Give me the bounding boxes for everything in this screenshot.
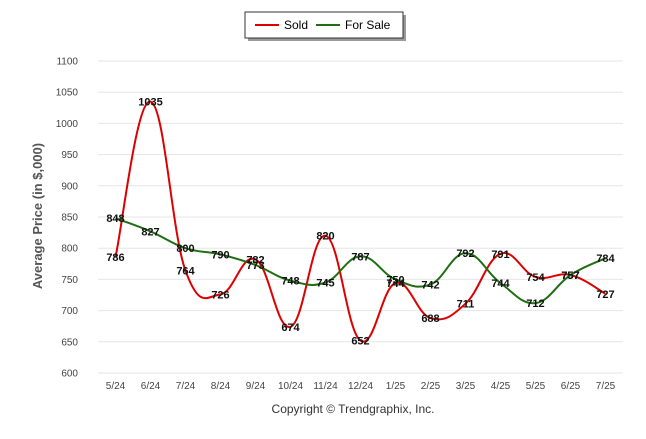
series-line-for-sale	[115, 217, 606, 305]
y-tick-label: 750	[61, 275, 78, 286]
x-tick-label: 1/25	[386, 381, 406, 392]
data-label-sold: 764	[176, 266, 195, 278]
data-label-for-sale: 827	[141, 226, 159, 238]
x-tick-label: 6/25	[561, 381, 581, 392]
x-tick-label: 12/24	[348, 381, 373, 392]
x-tick-label: 9/24	[246, 381, 266, 392]
data-label-sold: 820	[316, 231, 334, 243]
data-label-for-sale: 712	[526, 298, 544, 310]
data-label-for-sale: 787	[351, 251, 369, 263]
copyright-footer: Copyright © Trendgraphix, Inc.	[272, 402, 435, 416]
x-tick-label: 5/24	[106, 381, 126, 392]
data-label-for-sale: 745	[316, 278, 334, 290]
data-label-for-sale: 800	[176, 243, 194, 255]
data-label-for-sale: 773	[246, 260, 264, 272]
y-tick-label: 900	[61, 181, 78, 192]
data-label-sold: 727	[596, 289, 614, 301]
data-label-for-sale: 744	[491, 278, 510, 290]
data-label-sold: 652	[351, 336, 369, 348]
x-tick-label: 10/24	[278, 381, 303, 392]
data-label-sold: 726	[211, 289, 229, 301]
y-axis-title: Average Price (in $,000)	[30, 143, 45, 289]
x-tick-label: 4/25	[491, 381, 511, 392]
series-lines	[114, 100, 606, 343]
data-label-sold: 757	[561, 270, 579, 282]
y-tick-label: 1050	[56, 88, 79, 99]
data-label-for-sale: 742	[421, 279, 439, 291]
data-label-sold: 744	[386, 278, 405, 290]
y-tick-label: 700	[61, 306, 78, 317]
y-tick-label: 1100	[56, 57, 78, 68]
legend-label-for-sale: For Sale	[345, 18, 391, 32]
data-labels: 786 1035 764 726 782 674 820 652 744 688 711 791 754…	[106, 97, 615, 348]
data-label-for-sale: 792	[456, 248, 474, 260]
series-line-sold	[114, 100, 606, 343]
y-tick-label: 850	[61, 213, 78, 224]
data-label-sold: 1035	[138, 97, 162, 109]
data-label-sold: 791	[491, 249, 509, 261]
x-tick-label: 3/25	[456, 381, 476, 392]
x-tick-label: 6/24	[141, 381, 161, 392]
data-label-for-sale: 748	[281, 276, 299, 288]
x-tick-label: 8/24	[211, 381, 231, 392]
x-tick-label: 7/25	[596, 381, 616, 392]
y-tick-label: 1000	[56, 119, 79, 130]
legend: Sold For Sale	[244, 11, 406, 41]
y-tick-label: 650	[61, 337, 78, 348]
data-label-sold: 754	[526, 272, 545, 284]
data-label-sold: 688	[421, 313, 439, 325]
x-tick-label: 5/25	[526, 381, 546, 392]
data-label-sold: 674	[281, 322, 300, 334]
legend-label-sold: Sold	[284, 18, 308, 32]
y-tick-label: 950	[61, 150, 78, 161]
x-tick-label: 7/24	[176, 381, 196, 392]
data-label-sold: 711	[457, 299, 475, 311]
x-tick-label: 2/25	[421, 381, 441, 392]
data-label-sold: 782	[246, 254, 264, 266]
x-tick-label: 11/24	[313, 381, 338, 392]
data-label-for-sale: 784	[596, 253, 615, 265]
data-label-for-sale: 848	[106, 213, 124, 225]
gridlines	[98, 60, 623, 374]
y-tick-label: 600	[61, 369, 78, 380]
x-axis-ticks: 5/24 6/24 7/24 8/24 9/24 10/24 11/24 12/24 1/25 2…	[106, 381, 616, 392]
data-label-for-sale: 750	[386, 274, 404, 286]
data-label-sold: 786	[106, 252, 124, 264]
data-label-for-sale: 790	[211, 249, 229, 261]
data-label-for-sale: 757	[561, 270, 579, 282]
y-axis-ticks: 600 650 700 750 800 850 900 950 1000 1050 1100	[56, 57, 79, 380]
y-tick-label: 800	[61, 244, 78, 255]
